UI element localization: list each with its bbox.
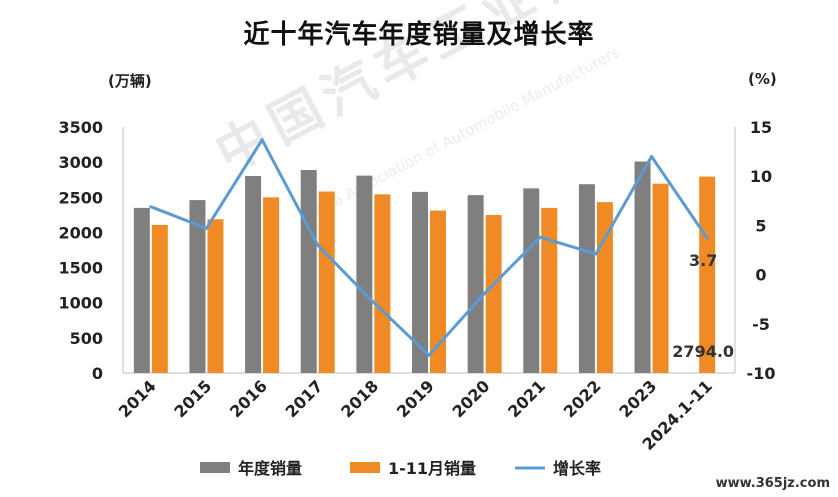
- bar-annual-2022: [578, 184, 595, 373]
- annotation-growth: 3.7: [689, 251, 717, 270]
- x-tick-label: 2017: [282, 376, 327, 421]
- bar-annual-2023: [634, 161, 651, 373]
- growth-point-2018: [371, 300, 375, 304]
- legend-label-1: 1-11月销量: [388, 459, 476, 478]
- bar-annual-2014: [133, 207, 150, 373]
- right-axis-unit: (%): [748, 70, 777, 88]
- growth-point-2014: [149, 205, 153, 209]
- left-tick-label: 3000: [58, 153, 103, 172]
- legend-swatch-0: [200, 462, 230, 473]
- footer-url: www.365jz.com: [715, 476, 830, 491]
- x-tick-label: 2023: [615, 376, 660, 421]
- right-tick-label: 0: [755, 266, 766, 285]
- chart-title: 近十年汽车年度销量及增长率: [243, 20, 595, 50]
- bar-annual-2015: [189, 200, 206, 373]
- bar-annual-2020: [467, 195, 484, 373]
- growth-rate-line: [150, 138, 709, 357]
- annotation-sales: 2794.0: [672, 342, 734, 361]
- bar-annual-2016: [245, 175, 262, 373]
- bar-jan-nov-2021: [541, 207, 558, 373]
- bar-jan-nov-2023: [652, 183, 669, 373]
- growth-point-2020: [483, 291, 487, 295]
- bar-jan-nov-2015: [207, 219, 224, 373]
- bar-jan-nov-2020: [485, 215, 502, 373]
- left-axis-unit: (万辆): [108, 72, 152, 90]
- x-tick-label: 2016: [226, 376, 271, 421]
- right-tick-label: 5: [755, 216, 766, 235]
- bar-annual-2018: [356, 175, 373, 373]
- bar-jan-nov-2018: [374, 194, 391, 373]
- bar-jan-nov-2016: [263, 197, 280, 373]
- growth-point-2017: [316, 243, 320, 247]
- bar-annual-2017: [300, 170, 317, 373]
- right-tick-label: -5: [752, 315, 770, 334]
- legend-swatch-1: [350, 462, 380, 473]
- legend-label-2: 增长率: [553, 459, 601, 478]
- growth-point-2019: [427, 353, 431, 357]
- growth-point-2024.1-11: [705, 236, 709, 240]
- right-tick-label: -10: [747, 364, 776, 383]
- left-tick-label: 0: [92, 364, 103, 383]
- growth-point-2016: [260, 138, 264, 142]
- x-tick-label: 2022: [560, 376, 605, 421]
- bar-jan-nov-2014: [151, 224, 168, 373]
- left-tick-label: 1000: [58, 294, 103, 313]
- bar-jan-nov-2017: [318, 191, 335, 373]
- bar-jan-nov-2019: [430, 210, 446, 373]
- x-tick-label: 2019: [393, 376, 438, 421]
- right-tick-label: 15: [750, 118, 772, 137]
- left-tick-label: 2000: [58, 223, 103, 242]
- x-tick-label: 2018: [337, 376, 382, 421]
- bar-annual-2021: [523, 188, 540, 373]
- growth-point-2023: [650, 155, 654, 159]
- left-tick-label: 1500: [58, 259, 103, 278]
- x-tick-label: 2020: [449, 376, 494, 421]
- bar-annual-2019: [412, 191, 428, 373]
- x-tick-label: 2021: [504, 376, 549, 421]
- left-tick-label: 2500: [58, 188, 103, 207]
- right-tick-label: 10: [750, 167, 772, 186]
- left-tick-label: 3500: [58, 118, 103, 137]
- legend-label-0: 年度销量: [238, 459, 302, 478]
- x-tick-label: 2014: [115, 376, 160, 421]
- left-tick-label: 500: [70, 329, 103, 348]
- growth-point-2015: [204, 226, 208, 230]
- growth-point-2022: [594, 252, 598, 256]
- growth-point-2021: [538, 235, 542, 239]
- bar-jan-nov-2024.1-11: [699, 176, 716, 373]
- x-tick-label: 2015: [170, 376, 215, 421]
